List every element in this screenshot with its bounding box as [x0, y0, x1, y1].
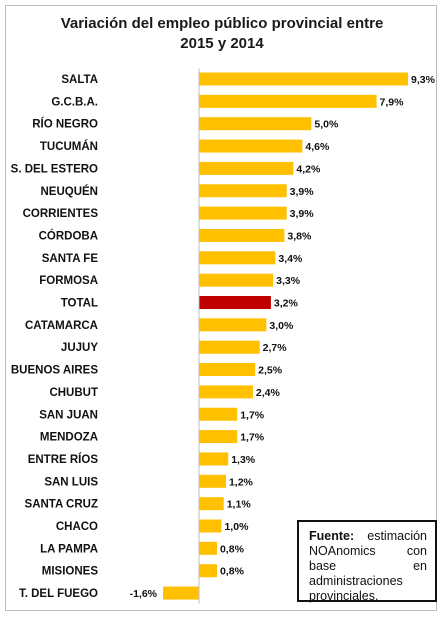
data-label-chubut: 2,4%: [256, 387, 281, 399]
data-label-total: 3,2%: [274, 298, 299, 310]
category-label-total: TOTAL: [61, 298, 98, 310]
data-label-chaco: 1,0%: [224, 521, 249, 533]
data-label-santa-cruz: 1,1%: [227, 499, 252, 511]
bar-san-juan: [199, 407, 238, 421]
bar-corrientes: [199, 206, 287, 220]
data-label-g-c-b-a: 7,9%: [380, 96, 405, 108]
category-label-mendoza: MENDOZA: [40, 432, 98, 444]
category-label-chubut: CHUBUT: [49, 387, 98, 399]
category-label-salta: SALTA: [61, 74, 98, 86]
bar-chubut: [199, 385, 253, 399]
category-label-tucuman: TUCUMÁN: [40, 140, 98, 153]
data-label-san-luis: 1,2%: [229, 476, 254, 488]
source-note-label: Fuente:: [309, 529, 355, 543]
data-label-jujuy: 2,7%: [263, 342, 288, 354]
data-label-rio-negro: 5,0%: [314, 119, 339, 131]
category-label-buenos-aires: BUENOS AIRES: [11, 365, 98, 377]
category-label-santa-fe: SANTA FE: [42, 253, 99, 265]
bar-rio-negro: [199, 117, 312, 131]
data-label-santa-fe: 3,4%: [278, 253, 303, 265]
bar-entre-rios: [199, 452, 229, 466]
category-label-t-del-fuego: T. DEL FUEGO: [19, 588, 98, 600]
bar-jujuy: [199, 340, 260, 354]
category-label-san-juan: SAN JUAN: [39, 409, 98, 421]
bar-formosa: [199, 273, 274, 287]
bar-la-pampa: [199, 541, 217, 555]
bar-salta: [199, 72, 408, 86]
source-note: Fuente: estimación NOAnomics con base en…: [297, 520, 437, 603]
data-label-san-juan: 1,7%: [240, 409, 265, 421]
category-label-g-c-b-a: G.C.B.A.: [51, 96, 98, 108]
data-label-formosa: 3,3%: [276, 275, 301, 287]
bar-santa-cruz: [199, 497, 224, 511]
category-label-la-pampa: LA PAMPA: [40, 543, 98, 555]
chart-title-line-1: Variación del empleo público provincial …: [60, 15, 384, 32]
category-label-s-del-estero: S. DEL ESTERO: [11, 163, 98, 175]
data-label-mendoza: 1,7%: [240, 432, 265, 444]
data-label-entre-rios: 1,3%: [231, 454, 256, 466]
bar-san-luis: [199, 474, 226, 488]
data-label-buenos-aires: 2,5%: [258, 365, 283, 377]
category-label-santa-cruz: SANTA CRUZ: [25, 499, 98, 511]
bar-misiones: [199, 564, 217, 578]
bar-catamarca: [199, 318, 267, 332]
category-label-chaco: CHACO: [56, 521, 98, 533]
data-label-s-del-estero: 4,2%: [296, 163, 321, 175]
category-label-neuquen: NEUQUÉN: [40, 185, 98, 198]
bar-cordoba: [199, 228, 285, 242]
source-note-text: estimación NOAnomics con base en adminis…: [309, 529, 427, 603]
data-label-salta: 9,3%: [411, 74, 436, 86]
data-label-cordoba: 3,8%: [287, 230, 312, 242]
data-label-t-del-fuego: -1,6%: [130, 588, 158, 600]
chart-title-line-2: 2015 y 2014: [180, 35, 264, 52]
category-label-jujuy: JUJUY: [61, 342, 98, 354]
bar-g-c-b-a: [199, 94, 377, 108]
category-label-cordoba: CÓRDOBA: [39, 229, 98, 242]
data-label-tucuman: 4,6%: [305, 141, 330, 153]
category-label-formosa: FORMOSA: [39, 275, 98, 287]
bar-buenos-aires: [199, 363, 256, 377]
bar-mendoza: [199, 430, 238, 444]
category-label-rio-negro: RÍO NEGRO: [32, 118, 98, 131]
data-label-neuquen: 3,9%: [290, 186, 315, 198]
category-label-corrientes: CORRIENTES: [23, 208, 99, 220]
bar-chaco: [199, 519, 222, 533]
category-label-catamarca: CATAMARCA: [25, 320, 98, 332]
bar-s-del-estero: [199, 161, 294, 175]
bar-t-del-fuego: [163, 586, 199, 600]
bar-santa-fe: [199, 251, 276, 265]
data-label-misiones: 0,8%: [220, 566, 245, 578]
bar-neuquen: [199, 184, 287, 198]
category-label-entre-rios: ENTRE RÍOS: [28, 453, 99, 466]
data-label-corrientes: 3,9%: [290, 208, 315, 220]
category-label-misiones: MISIONES: [42, 566, 99, 578]
data-label-catamarca: 3,0%: [269, 320, 294, 332]
data-label-la-pampa: 0,8%: [220, 543, 245, 555]
category-label-san-luis: SAN LUIS: [44, 476, 98, 488]
bar-tucuman: [199, 139, 303, 153]
bar-total: [199, 296, 271, 309]
